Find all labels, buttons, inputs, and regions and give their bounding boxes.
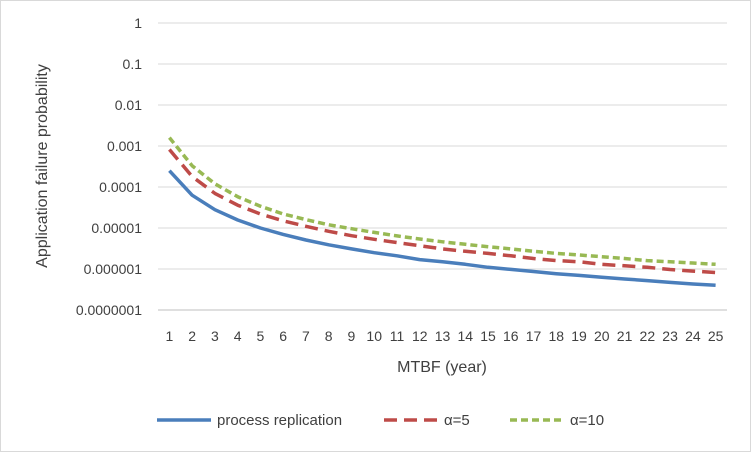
y-tick-label: 1 <box>134 15 142 31</box>
x-tick-label: 2 <box>188 328 196 344</box>
y-tick-label: 0.0001 <box>99 179 142 195</box>
x-tick-label: 10 <box>366 328 382 344</box>
x-tick-label: 8 <box>325 328 333 344</box>
y-tick-label: 0.00001 <box>91 220 142 236</box>
x-tick-label: 19 <box>571 328 587 344</box>
x-tick-label: 5 <box>257 328 265 344</box>
series-line-2 <box>168 136 716 267</box>
x-tick-label: 4 <box>234 328 242 344</box>
legend-label-2: α=10 <box>570 412 604 429</box>
x-tick-label: 20 <box>594 328 610 344</box>
x-tick-label: 6 <box>279 328 287 344</box>
y-tick-label: 0.0000001 <box>76 302 142 318</box>
x-axis-tick-labels: 1 2 3 4 5 6 7 8 9 10 11 12 13 14 15 16 17 18 19 20 21 22 23 24 2… <box>165 328 723 344</box>
x-tick-label: 11 <box>390 328 405 344</box>
x-tick-label: 3 <box>211 328 219 344</box>
x-tick-label: 7 <box>302 328 310 344</box>
gridlines <box>158 22 727 311</box>
legend-label-0: process replication <box>217 412 342 429</box>
x-tick-label: 21 <box>617 328 633 344</box>
x-tick-label: 16 <box>503 328 519 344</box>
x-axis-title: MTBF (year) <box>397 359 487 376</box>
y-axis-title: Application failure probability <box>34 64 51 268</box>
y-axis-tick-labels: 1 0.1 0.01 0.001 0.0001 0.00001 0.000001 0.0000… <box>76 15 142 318</box>
x-tick-label: 23 <box>662 328 678 344</box>
x-tick-label: 17 <box>526 328 542 344</box>
x-tick-label: 24 <box>685 328 701 344</box>
y-tick-label: 0.1 <box>123 56 143 72</box>
x-tick-label: 12 <box>412 328 428 344</box>
x-tick-label: 18 <box>549 328 565 344</box>
series-line-1 <box>168 148 716 275</box>
series-lines <box>168 136 716 288</box>
y-tick-label: 0.000001 <box>84 261 143 277</box>
series-line-0 <box>168 169 716 288</box>
x-tick-label: 22 <box>640 328 656 344</box>
legend-label-1: α=5 <box>444 412 470 429</box>
y-tick-label: 0.01 <box>115 97 142 113</box>
x-tick-label: 25 <box>708 328 724 344</box>
x-tick-label: 1 <box>165 328 173 344</box>
x-tick-label: 14 <box>457 328 473 344</box>
x-tick-label: 15 <box>480 328 496 344</box>
x-tick-label: 13 <box>435 328 451 344</box>
y-tick-label: 0.001 <box>107 138 142 154</box>
x-tick-label: 9 <box>348 328 356 344</box>
legend: process replication α=5 α=10 <box>157 412 604 429</box>
